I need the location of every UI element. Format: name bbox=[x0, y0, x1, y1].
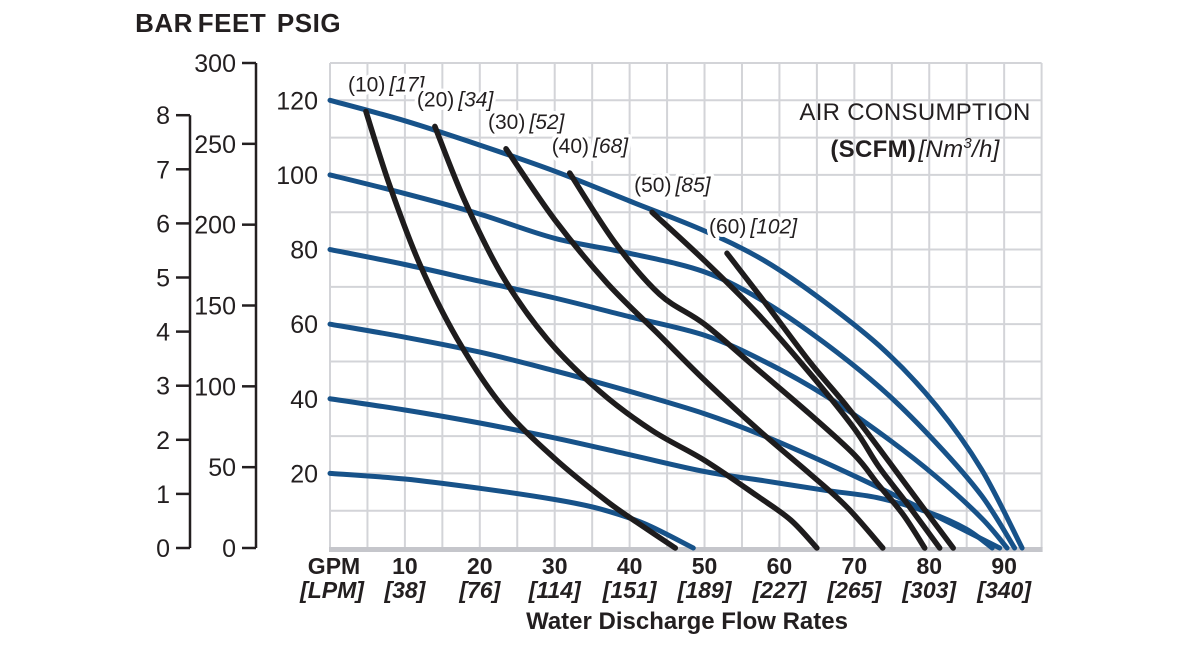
bar-tick-label: 6 bbox=[156, 210, 170, 238]
psig-tick-label: 100 bbox=[276, 162, 318, 190]
x-tick-label-gpm: 50 bbox=[692, 553, 718, 579]
air-curve-50scfm bbox=[649, 209, 943, 551]
x-tick-label-lpm: [340] bbox=[976, 577, 1032, 603]
x-axis-title: Water Discharge Flow Rates bbox=[526, 608, 848, 635]
psig-tick-label: 120 bbox=[276, 87, 318, 115]
psig-tick-label: 40 bbox=[290, 386, 318, 414]
feet-tick-label: 300 bbox=[194, 50, 236, 78]
bar-axis-header: BAR bbox=[135, 8, 193, 38]
legend-title: AIR CONSUMPTION bbox=[799, 99, 1031, 126]
x-tick-label-lpm: [265] bbox=[826, 577, 882, 603]
bar-tick-label: 3 bbox=[156, 373, 170, 401]
feet-tick-label: 0 bbox=[222, 535, 236, 563]
bar-tick-label: 4 bbox=[156, 319, 170, 347]
air-curve-40scfm bbox=[566, 170, 928, 551]
x-tick-label-lpm: [227] bbox=[752, 577, 808, 603]
water-curve-20psi-air bbox=[327, 470, 696, 551]
legend-scfm: (SCFM) bbox=[830, 136, 917, 163]
air-curve-label-60scfm: (60) [102] bbox=[709, 215, 798, 238]
air-curve-label-40scfm: (40) [68] bbox=[552, 135, 630, 158]
air-curve-20scfm bbox=[432, 123, 820, 551]
x-tick-label-gpm: 40 bbox=[617, 553, 643, 579]
x-tick-label-gpm: 70 bbox=[842, 553, 868, 579]
x-tick-label-lpm: [76] bbox=[458, 577, 501, 603]
air-curve-30scfm bbox=[503, 146, 886, 551]
bar-tick-label: 7 bbox=[156, 156, 170, 184]
x-tick-label-gpm: 60 bbox=[767, 553, 793, 579]
x-tick-label-lpm: [303] bbox=[901, 577, 957, 603]
water-curve-120psi-air bbox=[327, 97, 1025, 551]
air-curve-60scfm bbox=[724, 250, 956, 551]
air-curve-10scfm bbox=[363, 108, 679, 551]
feet-tick-label: 150 bbox=[194, 293, 236, 321]
psig-tick-label: 60 bbox=[290, 311, 318, 339]
x-axis-unit-lpm: [LPM] bbox=[300, 577, 364, 603]
water-curve-60psi-air bbox=[327, 321, 1003, 551]
air-curve-label-20scfm: (20) [34] bbox=[417, 88, 495, 111]
x-tick-label-gpm: 20 bbox=[467, 553, 493, 579]
bar-tick-label: 1 bbox=[156, 481, 170, 509]
x-tick-label-gpm: 80 bbox=[916, 553, 942, 579]
bar-tick-label: 0 bbox=[156, 535, 170, 563]
psig-axis-header: PSIG bbox=[276, 8, 342, 38]
bar-tick-label: 2 bbox=[156, 427, 170, 455]
feet-tick-label: 100 bbox=[194, 373, 236, 401]
air-curve-label-50scfm: (50) [85] bbox=[634, 174, 712, 197]
feet-tick-label: 200 bbox=[194, 212, 236, 240]
x-tick-label-lpm: [114] bbox=[528, 577, 582, 603]
x-tick-label-lpm: [189] bbox=[677, 577, 733, 603]
x-tick-label-lpm: [38] bbox=[383, 577, 426, 603]
x-tick-label-gpm: 90 bbox=[991, 553, 1017, 579]
feet-axis-header: FEET bbox=[197, 8, 267, 38]
air-consumption-legend: AIR CONSUMPTION (SCFM) [Nm3/h] bbox=[770, 97, 1060, 165]
psig-tick-label: 20 bbox=[290, 460, 318, 488]
psig-tick-label: 80 bbox=[290, 237, 318, 265]
legend-nm3h: [Nm3/h] bbox=[918, 135, 1000, 163]
air-curve-label-10scfm: (10) [17] bbox=[348, 74, 426, 97]
x-axis-unit-gpm: GPM bbox=[307, 553, 361, 579]
x-tick-label-lpm: [151] bbox=[602, 577, 658, 603]
x-tick-label-gpm: 10 bbox=[392, 553, 418, 579]
feet-tick-label: 250 bbox=[194, 131, 236, 159]
bar-tick-label: 8 bbox=[156, 102, 170, 130]
bar-tick-label: 5 bbox=[156, 265, 170, 293]
x-tick-label-gpm: 30 bbox=[542, 553, 568, 579]
legend-units: (SCFM) [Nm3/h] bbox=[770, 128, 1060, 165]
feet-tick-label: 50 bbox=[208, 454, 236, 482]
air-curve-label-30scfm: (30) [52] bbox=[488, 111, 566, 134]
